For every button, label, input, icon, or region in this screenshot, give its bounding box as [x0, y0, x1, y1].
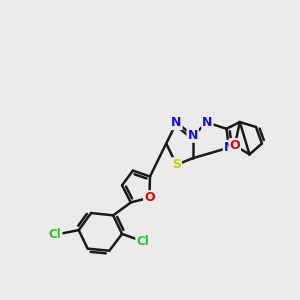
Text: S: S	[172, 158, 181, 171]
Text: N: N	[171, 116, 182, 129]
Text: O: O	[144, 191, 155, 204]
Text: N: N	[202, 116, 213, 129]
Text: N: N	[224, 141, 234, 154]
Text: Cl: Cl	[49, 228, 61, 241]
Text: Cl: Cl	[136, 235, 149, 248]
Text: N: N	[188, 129, 198, 142]
Text: O: O	[230, 139, 240, 152]
